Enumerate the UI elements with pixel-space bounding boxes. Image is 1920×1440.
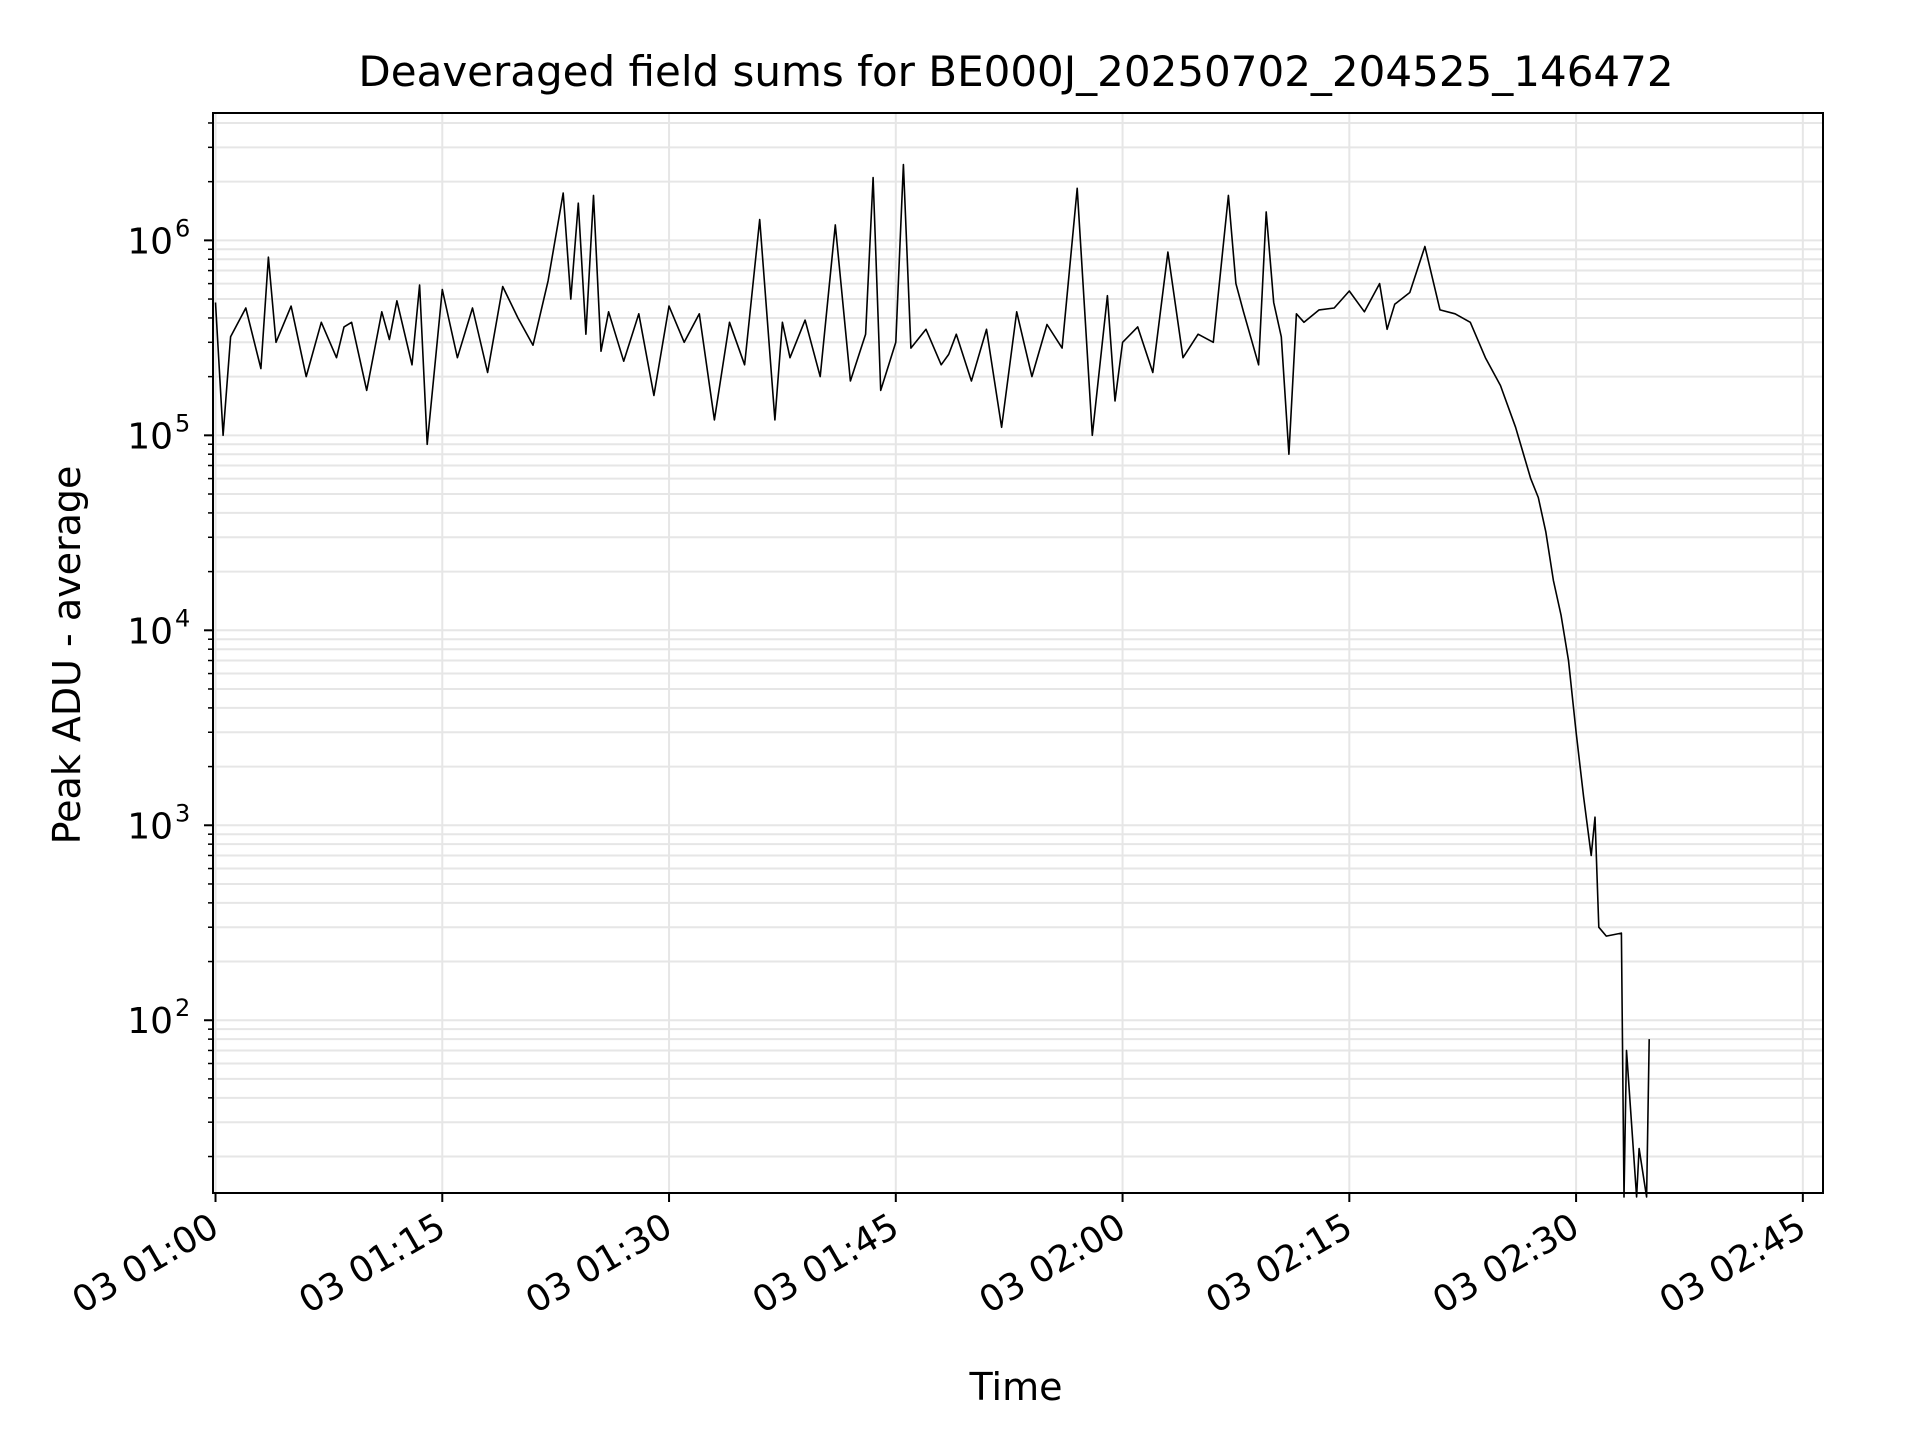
y-tick-label: 10 <box>127 221 173 262</box>
y-tick-exponent: 4 <box>175 604 190 632</box>
y-tick-exponent: 6 <box>175 214 190 242</box>
y-tick-exponent: 3 <box>175 799 190 827</box>
y-tick-label: 10 <box>127 806 173 847</box>
y-tick-exponent: 2 <box>175 994 190 1022</box>
plot-frame <box>212 112 1824 1194</box>
line-layer <box>214 163 1650 1198</box>
data-series-line <box>214 163 1650 1198</box>
grid-layer <box>213 113 1823 1193</box>
y-tick-label: 10 <box>127 416 173 457</box>
chart-title: Deaveraged field sums for BE000J_2025070… <box>358 47 1673 96</box>
y-axis-label: Peak ADU - average <box>45 466 89 845</box>
x-axis-label: Time <box>969 1365 1063 1409</box>
y-tick-label: 10 <box>127 1001 173 1042</box>
y-tick-exponent: 5 <box>175 409 190 437</box>
y-tick-label: 10 <box>127 611 173 652</box>
